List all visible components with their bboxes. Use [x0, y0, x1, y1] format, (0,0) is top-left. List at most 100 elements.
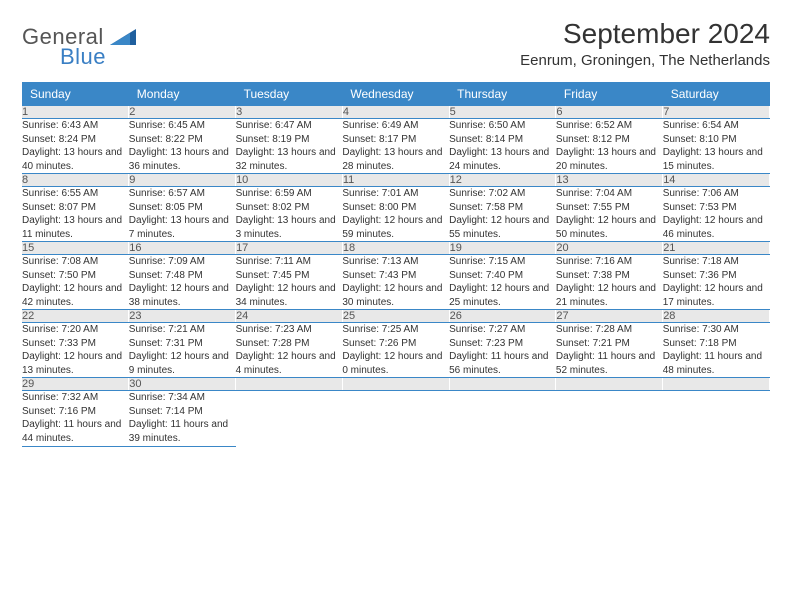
day-info: Sunrise: 6:59 AMSunset: 8:02 PMDaylight:… — [236, 187, 343, 242]
day-number: 28 — [663, 310, 770, 323]
calendar-table: SundayMondayTuesdayWednesdayThursdayFrid… — [22, 82, 770, 447]
daylight-line: Daylight: 13 hours and 36 minutes. — [129, 146, 236, 173]
day-header: Thursday — [449, 82, 556, 106]
day-number: 13 — [556, 174, 663, 187]
sunset-line: Sunset: 8:05 PM — [129, 201, 236, 215]
daylight-line: Daylight: 11 hours and 56 minutes. — [449, 350, 556, 377]
week-daynum-row: 1234567 — [22, 106, 770, 119]
sunrise-line: Sunrise: 6:57 AM — [129, 187, 236, 201]
sunrise-line: Sunrise: 6:52 AM — [556, 119, 663, 133]
sunrise-line: Sunrise: 6:43 AM — [22, 119, 129, 133]
daylight-line: Daylight: 13 hours and 20 minutes. — [556, 146, 663, 173]
sunrise-line: Sunrise: 6:47 AM — [236, 119, 343, 133]
day-info: Sunrise: 7:13 AMSunset: 7:43 PMDaylight:… — [342, 255, 449, 310]
day-number: 3 — [236, 106, 343, 119]
daylight-line: Daylight: 12 hours and 9 minutes. — [129, 350, 236, 377]
logo-triangle-icon — [110, 27, 136, 48]
sunset-line: Sunset: 7:23 PM — [449, 337, 556, 351]
day-header: Saturday — [663, 82, 770, 106]
day-number — [556, 378, 663, 391]
daylight-line: Daylight: 12 hours and 0 minutes. — [342, 350, 449, 377]
sunrise-line: Sunrise: 7:16 AM — [556, 255, 663, 269]
day-info: Sunrise: 7:23 AMSunset: 7:28 PMDaylight:… — [236, 323, 343, 378]
daylight-line: Daylight: 13 hours and 32 minutes. — [236, 146, 343, 173]
day-number: 15 — [22, 242, 129, 255]
day-number: 19 — [449, 242, 556, 255]
sunset-line: Sunset: 8:02 PM — [236, 201, 343, 215]
sunrise-line: Sunrise: 6:50 AM — [449, 119, 556, 133]
daylight-line: Daylight: 12 hours and 30 minutes. — [342, 282, 449, 309]
day-number: 8 — [22, 174, 129, 187]
day-number: 26 — [449, 310, 556, 323]
daylight-line: Daylight: 11 hours and 44 minutes. — [22, 418, 129, 445]
day-info: Sunrise: 7:15 AMSunset: 7:40 PMDaylight:… — [449, 255, 556, 310]
daylight-line: Daylight: 12 hours and 46 minutes. — [663, 214, 770, 241]
week-daynum-row: 15161718192021 — [22, 242, 770, 255]
sunset-line: Sunset: 8:12 PM — [556, 133, 663, 147]
daylight-line: Daylight: 11 hours and 48 minutes. — [663, 350, 770, 377]
day-number: 11 — [342, 174, 449, 187]
day-number: 27 — [556, 310, 663, 323]
day-number: 6 — [556, 106, 663, 119]
daylight-line: Daylight: 12 hours and 42 minutes. — [22, 282, 129, 309]
location: Eenrum, Groningen, The Netherlands — [520, 52, 770, 69]
day-number: 2 — [129, 106, 236, 119]
daylight-line: Daylight: 13 hours and 15 minutes. — [663, 146, 770, 173]
sunset-line: Sunset: 8:14 PM — [449, 133, 556, 147]
day-header: Sunday — [22, 82, 129, 106]
sunset-line: Sunset: 7:21 PM — [556, 337, 663, 351]
sunrise-line: Sunrise: 7:21 AM — [129, 323, 236, 337]
day-number: 10 — [236, 174, 343, 187]
sunset-line: Sunset: 7:45 PM — [236, 269, 343, 283]
daylight-line: Daylight: 12 hours and 34 minutes. — [236, 282, 343, 309]
day-header: Tuesday — [236, 82, 343, 106]
daylight-line: Daylight: 12 hours and 4 minutes. — [236, 350, 343, 377]
day-info — [663, 391, 770, 447]
sunrise-line: Sunrise: 7:23 AM — [236, 323, 343, 337]
daylight-line: Daylight: 13 hours and 40 minutes. — [22, 146, 129, 173]
day-info: Sunrise: 7:09 AMSunset: 7:48 PMDaylight:… — [129, 255, 236, 310]
day-info: Sunrise: 7:32 AMSunset: 7:16 PMDaylight:… — [22, 391, 129, 447]
day-info: Sunrise: 7:06 AMSunset: 7:53 PMDaylight:… — [663, 187, 770, 242]
day-info: Sunrise: 6:52 AMSunset: 8:12 PMDaylight:… — [556, 119, 663, 174]
day-number: 20 — [556, 242, 663, 255]
day-info: Sunrise: 7:01 AMSunset: 8:00 PMDaylight:… — [342, 187, 449, 242]
sunrise-line: Sunrise: 6:55 AM — [22, 187, 129, 201]
logo: General Blue — [22, 18, 136, 70]
day-number: 1 — [22, 106, 129, 119]
day-number: 22 — [22, 310, 129, 323]
day-number — [236, 378, 343, 391]
day-info: Sunrise: 7:25 AMSunset: 7:26 PMDaylight:… — [342, 323, 449, 378]
day-number: 9 — [129, 174, 236, 187]
sunset-line: Sunset: 7:48 PM — [129, 269, 236, 283]
daylight-line: Daylight: 12 hours and 59 minutes. — [342, 214, 449, 241]
day-header-row: SundayMondayTuesdayWednesdayThursdayFrid… — [22, 82, 770, 106]
day-info: Sunrise: 7:30 AMSunset: 7:18 PMDaylight:… — [663, 323, 770, 378]
sunset-line: Sunset: 8:10 PM — [663, 133, 770, 147]
sunset-line: Sunset: 8:17 PM — [342, 133, 449, 147]
daylight-line: Daylight: 11 hours and 52 minutes. — [556, 350, 663, 377]
day-number: 18 — [342, 242, 449, 255]
sunset-line: Sunset: 7:18 PM — [663, 337, 770, 351]
sunrise-line: Sunrise: 7:04 AM — [556, 187, 663, 201]
sunset-line: Sunset: 8:24 PM — [22, 133, 129, 147]
day-info — [342, 391, 449, 447]
sunrise-line: Sunrise: 7:01 AM — [342, 187, 449, 201]
day-info — [236, 391, 343, 447]
sunset-line: Sunset: 7:43 PM — [342, 269, 449, 283]
week-info-row: Sunrise: 7:20 AMSunset: 7:33 PMDaylight:… — [22, 323, 770, 378]
sunrise-line: Sunrise: 7:34 AM — [129, 391, 236, 405]
sunset-line: Sunset: 7:55 PM — [556, 201, 663, 215]
day-info: Sunrise: 7:11 AMSunset: 7:45 PMDaylight:… — [236, 255, 343, 310]
day-number: 4 — [342, 106, 449, 119]
logo-text-bottom: Blue — [60, 44, 106, 70]
title-block: September 2024 Eenrum, Groningen, The Ne… — [520, 18, 770, 69]
day-info: Sunrise: 7:27 AMSunset: 7:23 PMDaylight:… — [449, 323, 556, 378]
sunrise-line: Sunrise: 6:49 AM — [342, 119, 449, 133]
sunset-line: Sunset: 7:58 PM — [449, 201, 556, 215]
sunset-line: Sunset: 7:14 PM — [129, 405, 236, 419]
month-title: September 2024 — [520, 18, 770, 50]
day-info: Sunrise: 6:49 AMSunset: 8:17 PMDaylight:… — [342, 119, 449, 174]
day-info: Sunrise: 6:45 AMSunset: 8:22 PMDaylight:… — [129, 119, 236, 174]
sunrise-line: Sunrise: 6:59 AM — [236, 187, 343, 201]
